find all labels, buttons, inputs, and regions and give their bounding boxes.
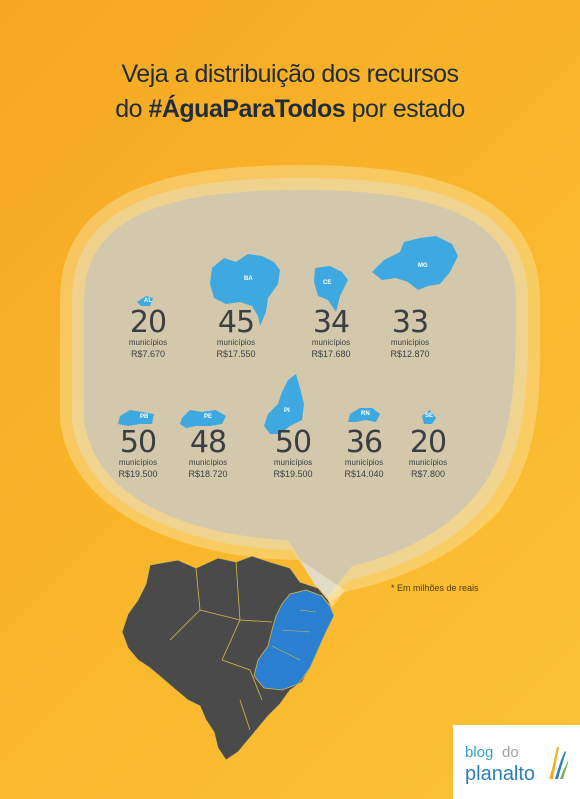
title-line-2: do #ÁguaParaTodos por estado bbox=[0, 93, 580, 126]
planalto-mark-icon bbox=[549, 747, 568, 779]
map-borders bbox=[169, 561, 273, 731]
state-shape-rn bbox=[348, 408, 380, 422]
state-stat-rn: 36 municípios R$14.040 bbox=[334, 428, 394, 480]
state-stat-mg: 33 municípios R$12.870 bbox=[380, 308, 440, 360]
state-shape-al bbox=[137, 296, 153, 306]
state-stat-pi: 50 municípios R$19.500 bbox=[263, 428, 323, 480]
state-stat-al: 20 municípios R$7.670 bbox=[120, 308, 176, 360]
state-label-se: SE bbox=[425, 413, 434, 419]
state-count: 20 bbox=[129, 305, 167, 340]
state-unit: municípios bbox=[118, 458, 158, 467]
state-unit: municípios bbox=[216, 338, 256, 347]
state-stat-pe: 48 municípios R$18.720 bbox=[178, 428, 238, 480]
state-count: 50 bbox=[274, 425, 312, 460]
state-label-pe: PE bbox=[204, 414, 213, 420]
state-value: R$17.550 bbox=[216, 349, 256, 359]
state-value: R$14.040 bbox=[344, 469, 384, 479]
title-suffix: por estado bbox=[345, 95, 466, 123]
state-count: 20 bbox=[409, 425, 447, 460]
title-prefix: do bbox=[115, 95, 149, 123]
blog-do-planalto-logo[interactable]: blog do planalto bbox=[453, 725, 580, 799]
state-label-pi: PI bbox=[284, 408, 290, 414]
state-shape-ce bbox=[314, 266, 348, 312]
state-unit: municípios bbox=[344, 458, 384, 467]
state-count: 45 bbox=[217, 305, 255, 340]
state-count: 48 bbox=[189, 425, 227, 460]
state-label-ce: CE bbox=[323, 280, 332, 286]
state-shape-pb bbox=[118, 410, 154, 426]
logo-do-text: do bbox=[502, 744, 519, 761]
title-line-1: Veja a distribuição dos recursos bbox=[121, 60, 459, 88]
logo-blog-text: blog bbox=[465, 744, 494, 761]
state-unit: municípios bbox=[311, 338, 351, 347]
state-shape-mg bbox=[372, 236, 458, 290]
state-value: R$18.720 bbox=[188, 469, 228, 479]
state-shape-se bbox=[422, 410, 436, 424]
state-shape-ba bbox=[210, 254, 280, 326]
title-hashtag: #ÁguaParaTodos bbox=[148, 95, 346, 123]
state-stat-pb: 50 municípios R$19.500 bbox=[108, 428, 168, 480]
state-label-al: AL bbox=[144, 298, 152, 304]
state-unit: municípios bbox=[188, 458, 228, 467]
state-stat-ba: 45 municípios R$17.550 bbox=[206, 308, 266, 360]
state-label-rn: RN bbox=[361, 411, 370, 417]
state-shape-pe bbox=[180, 410, 226, 428]
state-label-ba: BA bbox=[244, 276, 253, 282]
state-unit: municípios bbox=[390, 338, 430, 347]
state-value: R$17.680 bbox=[311, 349, 351, 359]
state-count: 36 bbox=[345, 425, 383, 460]
state-unit: municípios bbox=[128, 338, 168, 347]
state-count: 34 bbox=[312, 305, 350, 340]
logo-planalto-text: planalto bbox=[465, 763, 536, 785]
state-unit: municípios bbox=[273, 458, 313, 467]
state-stat-se: 20 municípios R$7.800 bbox=[398, 428, 458, 480]
map-highlight-region bbox=[253, 589, 335, 691]
state-count: 50 bbox=[119, 425, 157, 460]
map-highlight-borders bbox=[271, 609, 317, 661]
state-label-mg: MG bbox=[418, 263, 428, 269]
bubble-beam bbox=[300, 560, 345, 610]
state-value: R$7.800 bbox=[410, 469, 446, 479]
state-unit: municípios bbox=[408, 458, 448, 467]
state-value: R$19.500 bbox=[273, 469, 313, 479]
state-value: R$12.870 bbox=[390, 349, 430, 359]
state-shape-pi bbox=[264, 374, 304, 434]
currency-note: * Em milhões de reais bbox=[391, 583, 479, 593]
state-label-pb: PB bbox=[140, 414, 149, 420]
state-stat-ce: 34 municípios R$17.680 bbox=[301, 308, 361, 360]
state-value: R$7.670 bbox=[130, 349, 166, 359]
state-count: 33 bbox=[391, 305, 429, 340]
state-value: R$19.500 bbox=[118, 469, 158, 479]
